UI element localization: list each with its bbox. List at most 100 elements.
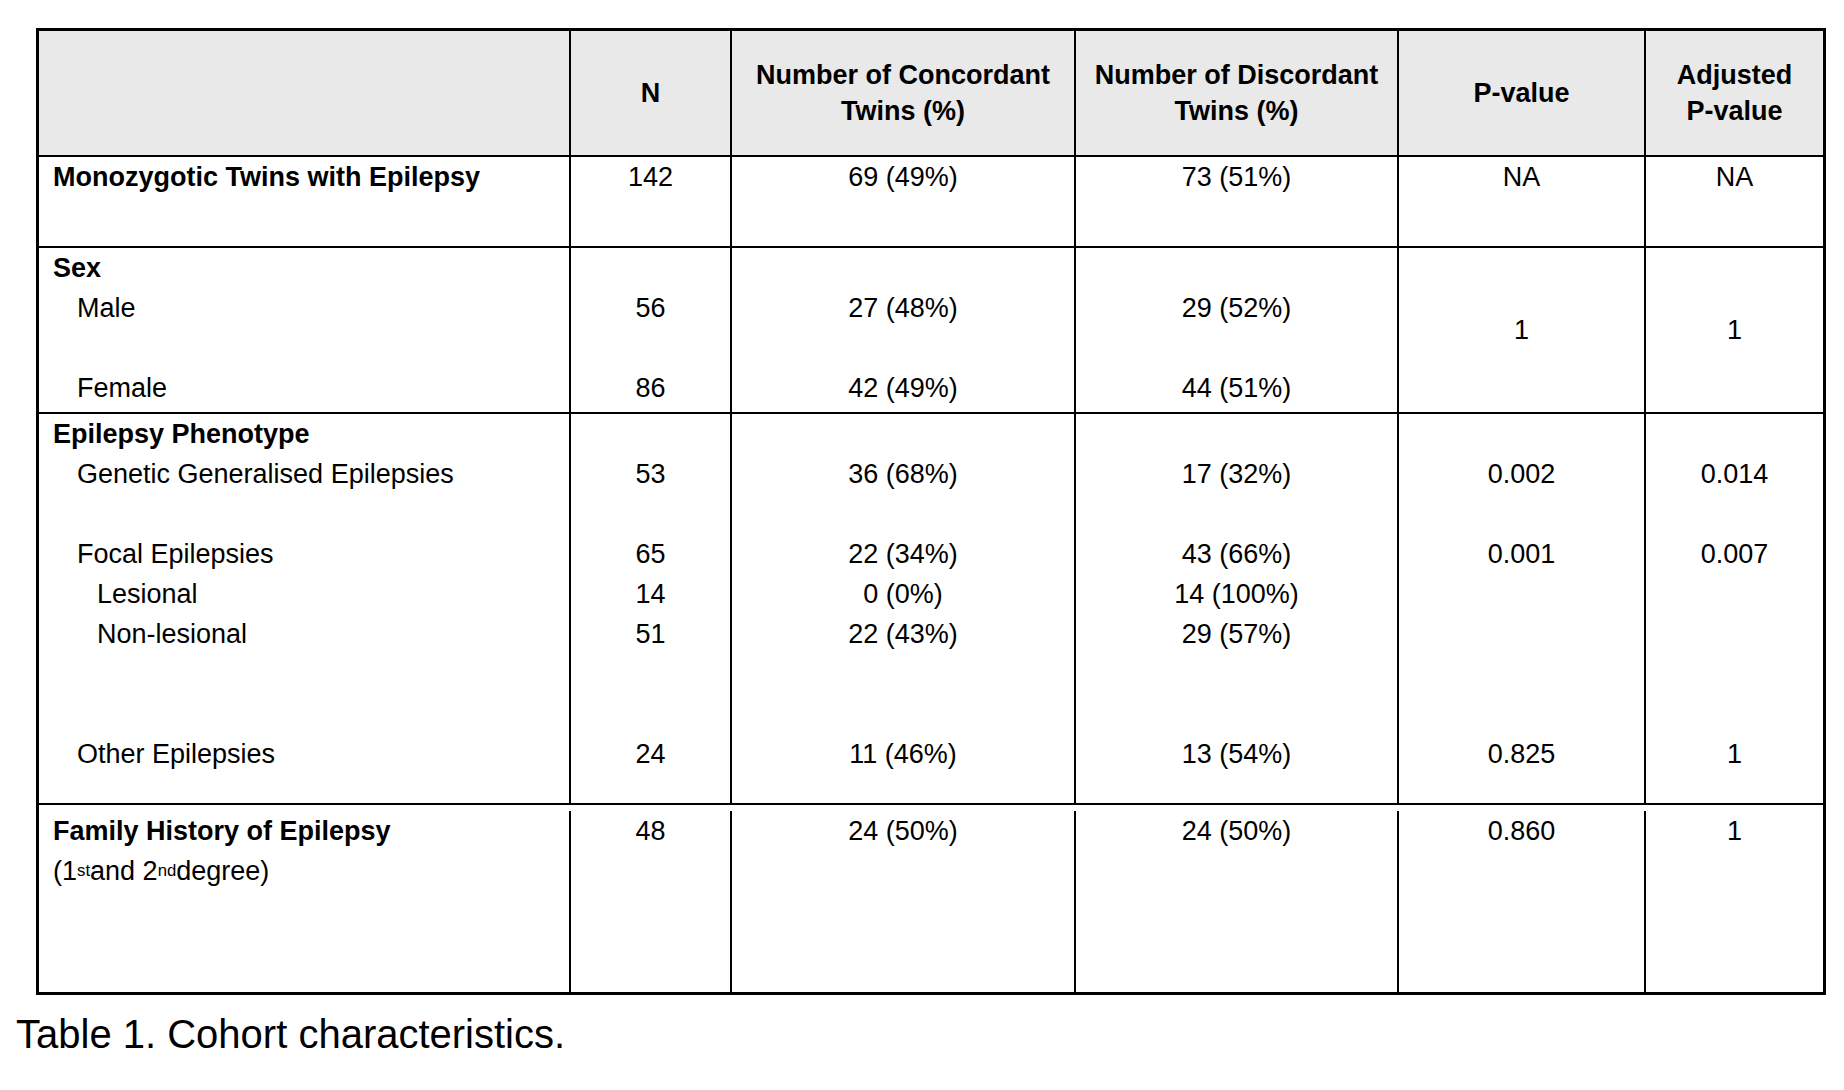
header-cell-n: N [569,31,730,155]
label-text: and 2 [90,856,158,887]
cell-discordant: 14 (100%) [1076,574,1397,614]
cell-concordant: 24 (50%) [732,811,1074,851]
spacer-line [1646,654,1823,694]
spacer-line [571,494,730,534]
spacer-line [39,494,569,534]
cell-n-column: 5365145124 [569,414,730,803]
cell-concordant: 36 (68%) [732,454,1074,494]
spacer-line [571,328,730,368]
cell-discordant: 73 (51%) [1076,157,1397,197]
cell-pvalue-column: NA [1397,157,1644,246]
label-text: degree) [176,856,269,887]
spacer-line [1076,654,1397,694]
cell-n: 86 [571,368,730,408]
spacer-line [1076,248,1397,288]
spacer-line [732,654,1074,694]
cell-discordant: 44 (51%) [1076,368,1397,408]
cell-concordant: 42 (49%) [732,368,1074,408]
row-group-phenotype: Epilepsy PhenotypeGenetic Generalised Ep… [39,412,1823,803]
row-label: Female [39,368,569,408]
row-group-sex: SexMale Female568627 (48%)42 (49%)29 (52%… [39,246,1823,412]
table-header-row: N Number of Concordant Twins (%) Number … [39,31,1823,157]
cohort-table: N Number of Concordant Twins (%) Number … [36,28,1826,995]
cell-concordant-column: 36 (68%)22 (34%)0 (0%)22 (43%)11 (46%) [730,414,1074,803]
cell-adj-pvalue: 1 [1727,315,1742,346]
cell-concordant: 22 (34%) [732,534,1074,574]
spacer-line [1399,614,1644,654]
cell-discordant: 17 (32%) [1076,454,1397,494]
spacer-line [1076,851,1397,891]
spacer-line [1399,694,1644,734]
spacer-line [732,248,1074,288]
cell-n-column: 5686 [569,248,730,412]
cell-adj-pvalue: 1 [1646,811,1823,851]
cell-discordant-column: 17 (32%)43 (66%)14 (100%)29 (57%)13 (54%… [1074,414,1397,803]
cell-n: 48 [571,811,730,851]
spacer-line [1646,414,1823,454]
spacer-line [1646,614,1823,654]
spacer-line [1646,851,1823,891]
cell-adj-pvalue-column: 1 [1644,811,1823,992]
spacer-line [571,851,730,891]
row-label: Male [39,288,569,328]
cell-pvalue-column: 0.860 [1397,811,1644,992]
header-cell-pvalue: P-value [1397,31,1644,155]
cell-discordant: 13 (54%) [1076,734,1397,774]
spacer-line [571,248,730,288]
spacer-line [1076,328,1397,368]
row-label: (1st and 2nd degree) [39,851,569,891]
spacer-line [571,694,730,734]
cell-n: 142 [571,157,730,197]
cell-pvalue: NA [1399,157,1644,197]
cell-concordant: 69 (49%) [732,157,1074,197]
header-cell-concordant: Number of Concordant Twins (%) [730,31,1074,155]
spacer-line [1076,694,1397,734]
row-label: Focal Epilepsies [39,534,569,574]
spacer-line [1399,494,1644,534]
cell-n: 51 [571,614,730,654]
spacer-line [39,328,569,368]
cell-n: 65 [571,534,730,574]
cell-concordant-column: 69 (49%) [730,157,1074,246]
label-column: Family History of Epilepsy(1st and 2nd d… [39,811,569,992]
label-text: (1 [53,856,77,887]
spacer-line [1399,414,1644,454]
spacer-line [732,414,1074,454]
row-label: Other Epilepsies [39,734,569,774]
cell-adj-pvalue: NA [1646,157,1823,197]
spacer-line [1399,654,1644,694]
cell-discordant-column: 73 (51%) [1074,157,1397,246]
row-label: Genetic Generalised Epilepsies [39,454,569,494]
cell-concordant-column: 27 (48%)42 (49%) [730,248,1074,412]
cell-pvalue: 0.001 [1399,534,1644,574]
spacer-line [571,414,730,454]
cell-adj-pvalue-column: 1 [1644,248,1823,412]
label-column: Monozygotic Twins with Epilepsy [39,157,569,246]
cell-n: 24 [571,734,730,774]
cell-adj-pvalue-column: NA [1644,157,1823,246]
cell-pvalue: 1 [1514,315,1529,346]
cell-concordant: 0 (0%) [732,574,1074,614]
header-cell-empty [39,31,569,155]
label-column: SexMale Female [39,248,569,412]
spacer-line [1646,694,1823,734]
row-label: Epilepsy Phenotype [39,414,569,454]
cell-n: 53 [571,454,730,494]
row-label: Non-lesional [39,614,569,654]
cell-adj-pvalue: 0.007 [1646,534,1823,574]
cell-adj-pvalue-column: 0.0140.0071 [1644,414,1823,803]
spacer-line [732,328,1074,368]
table-body: Monozygotic Twins with Epilepsy14269 (49… [39,157,1823,992]
spacer-line [1076,414,1397,454]
spacer-line [39,694,569,734]
spacer-line [732,851,1074,891]
spacer-line [1646,574,1823,614]
cell-discordant-column: 29 (52%)44 (51%) [1074,248,1397,412]
row-group-family-history: Family History of Epilepsy(1st and 2nd d… [39,803,1823,992]
row-label: Lesional [39,574,569,614]
cell-discordant: 29 (57%) [1076,614,1397,654]
row-label: Family History of Epilepsy [39,811,569,851]
cell-n-column: 142 [569,157,730,246]
cell-concordant-column: 24 (50%) [730,811,1074,992]
row-label: Sex [39,248,569,288]
